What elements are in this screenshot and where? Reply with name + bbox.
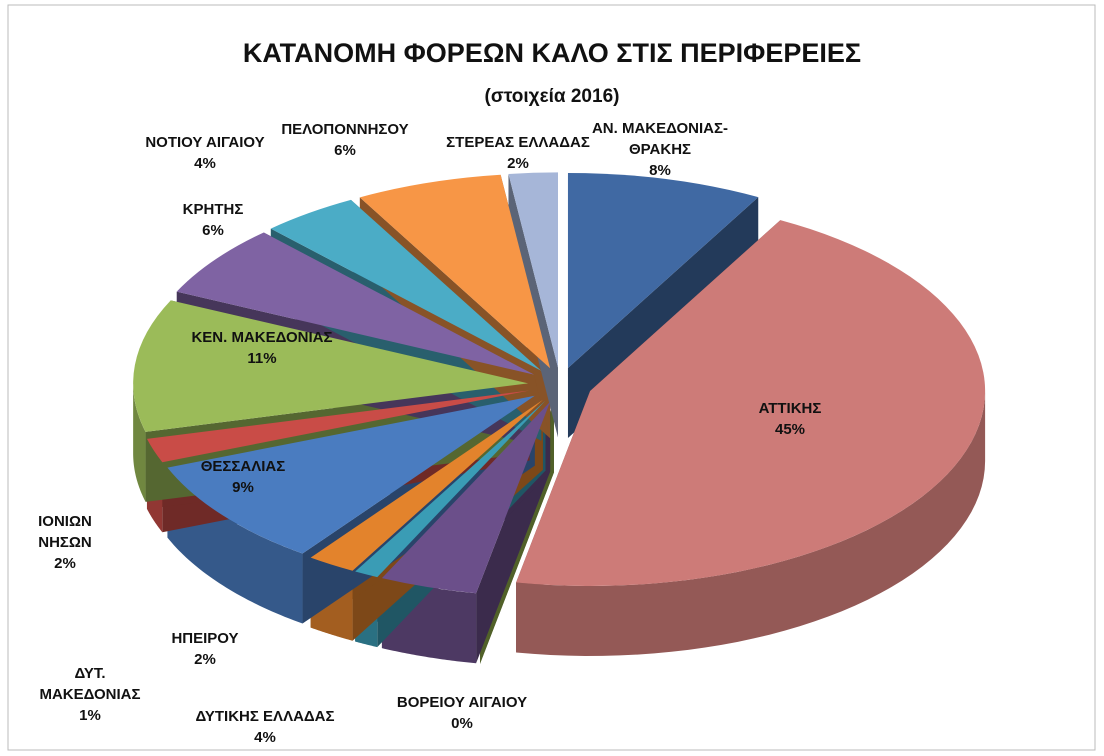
slice (176, 232, 535, 375)
value-label: 6% (202, 222, 224, 239)
tops (133, 172, 986, 594)
value-label: 2% (194, 651, 216, 668)
slice (310, 399, 543, 571)
chart-subtitle: (στοιχεία 2016) (484, 86, 620, 107)
value-label: 2% (54, 555, 76, 572)
category-label: ΑΤΤΙΚΗΣ (758, 400, 822, 417)
data-label: ΣΤΕΡΕΑΣ ΕΛΛΑΔΑΣ 2% (446, 132, 590, 174)
value-label: 0% (451, 715, 473, 732)
category-label: ΚΡΗΤΗΣ (182, 201, 244, 218)
slice (567, 172, 759, 368)
data-label: ΔΥΤ. ΜΑΚΕΔΟΝΙΑΣ 1% (25, 663, 155, 726)
category-label: ΝΟΤΙΟΥ ΑΙΓΑΙΟΥ (145, 134, 265, 151)
slice (270, 199, 542, 371)
data-label: ΑΝ. ΜΑΚΕΔΟΝΙΑΣ-ΘΡΑΚΗΣ 8% (575, 118, 745, 181)
category-label: ΒΟΡΕΙΟΥ ΑΙΓΑΙΟΥ (396, 694, 528, 711)
value-label: 4% (194, 155, 216, 172)
category-label: ΠΕΛΟΠΟΝΝΗΣΟΥ (281, 121, 409, 138)
category-label: ΣΤΕΡΕΑΣ ΕΛΛΑΔΑΣ (446, 134, 590, 151)
category-label: ΚΕΝ. ΜΑΚΕΔΟΝΙΑΣ (191, 329, 333, 346)
value-label: 6% (334, 142, 356, 159)
data-label: ΑΤΤΙΚΗΣ 45% (759, 398, 822, 440)
category-label: ΙΟΝΙΩΝ ΝΗΣΩΝ (38, 513, 92, 551)
value-label: 8% (649, 162, 671, 179)
category-label: ΔΥΤΙΚΗΣ ΕΛΛΑΔΑΣ (195, 708, 335, 725)
value-label: 4% (254, 729, 276, 746)
data-label: ΠΕΛΟΠΟΝΝΗΣΟΥ 6% (281, 119, 408, 161)
slice (359, 174, 551, 369)
value-label: 9% (232, 479, 254, 496)
category-label: ΑΝ. ΜΑΚΕΔΟΝΙΑΣ-ΘΡΑΚΗΣ (591, 120, 729, 158)
value-label: 1% (79, 707, 101, 724)
slice (381, 401, 551, 594)
value-label: 11% (247, 350, 277, 367)
chart-title: ΚΑΤΑΝΟΜΗ ΦΟΡΕΩΝ ΚΑΛΟ ΣΤΙΣ ΠΕΡΙΦΕΡΕΙΕΣ (242, 38, 862, 68)
slice (508, 172, 558, 368)
slice (355, 400, 546, 578)
data-label: ΒΟΡΕΙΟΥ ΑΙΓΑΙΟΥ 0% (397, 692, 527, 734)
value-label: 2% (507, 155, 529, 172)
category-label: ΔΥΤ. ΜΑΚΕΔΟΝΙΑΣ (39, 665, 141, 703)
data-label: ΚΡΗΤΗΣ 6% (183, 199, 244, 241)
data-label: ΗΠΕΙΡΟΥ 2% (171, 628, 238, 670)
data-label: ΝΟΤΙΟΥ ΑΙΓΑΙΟΥ 4% (145, 132, 264, 174)
slice-rim (516, 390, 986, 656)
category-label: ΘΕΣΣΑΛΙΑΣ (200, 458, 286, 475)
slice (516, 220, 986, 586)
slice (146, 390, 530, 463)
data-label: ΙΟΝΙΩΝ ΝΗΣΩΝ 2% (25, 511, 105, 574)
category-label: ΗΠΕΙΡΟΥ (171, 630, 239, 647)
slice (167, 395, 535, 554)
value-label: 45% (774, 421, 806, 438)
data-label: ΘΕΣΣΑΛΙΑΣ 9% (201, 456, 286, 498)
data-label: ΔΥΤΙΚΗΣ ΕΛΛΑΔΑΣ 4% (195, 706, 334, 748)
slice-rim (133, 383, 146, 502)
data-label: ΚΕΝ. ΜΑΚΕΔΟΝΙΑΣ 11% (191, 327, 332, 369)
slice (133, 300, 529, 432)
